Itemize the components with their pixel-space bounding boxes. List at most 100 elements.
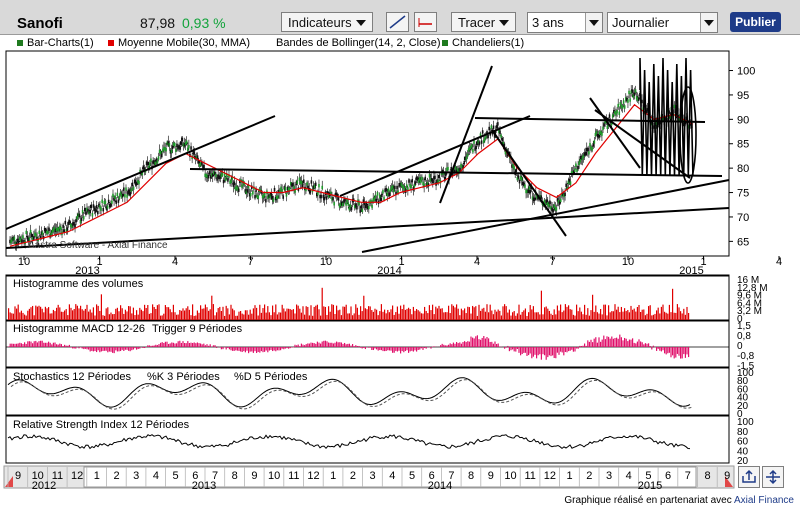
split-panel-button[interactable] [762,466,784,488]
price-bar [82,216,85,220]
macd-bar [52,342,54,347]
volume-bar [131,313,133,320]
interval-select[interactable]: Journalier [607,12,718,33]
volume-bar [388,312,390,320]
macd-bar [33,341,35,347]
macd-bar [464,341,466,347]
price-bar [413,183,416,188]
price-bar [620,104,623,108]
chevron-down-icon[interactable] [585,13,602,32]
footer-company[interactable]: Axial Finance [733,495,794,506]
price-bar [370,199,372,204]
macd-bar [430,347,432,349]
legend-item-bar-charts[interactable]: Bar-Charts(1) [17,37,94,49]
price-bar [209,175,212,179]
trendline-tool-button[interactable] [386,12,409,32]
price-bar [661,117,664,121]
macd-bar [400,347,402,354]
volume-bar [580,311,582,320]
macd-bar [36,342,38,347]
macd-bar [425,347,427,349]
navigator-year-label: 2012 [32,480,56,492]
navigator-month-label: 12 [307,470,319,482]
navigator-month-label: 9 [724,470,730,482]
price-bar [619,101,622,106]
volume-bar [244,310,246,320]
macd-bar [627,341,629,347]
navigator-month-label: 1 [330,470,336,482]
publish-button[interactable]: Publier [730,12,781,32]
macd-bar [209,344,211,347]
price-bar [46,230,48,235]
macd-bar [632,338,634,347]
price-bar [236,187,239,191]
price-bar [125,187,127,191]
price-bar [372,198,374,202]
price-bar [492,125,495,129]
volume-bar [540,290,542,320]
price-bar [383,196,385,201]
legend-item-moving-average[interactable]: Moyenne Mobile(30, MMA) [108,37,250,49]
macd-bar [564,347,566,352]
volume-bar [265,312,267,320]
volume-bar [340,315,342,320]
price-bar [615,112,617,116]
price-bar [198,163,201,167]
macd-bar [648,343,650,347]
price-bar [248,193,251,197]
indicators-button[interactable]: Indicateurs [281,12,373,32]
draw-button[interactable]: Tracer [451,12,516,32]
price-bar [646,108,649,112]
trend-line [339,115,531,197]
volume-bar [587,308,589,320]
volume-bar [376,309,378,320]
volume-bar [219,306,221,320]
volume-bar [9,312,11,320]
price-bar [154,161,157,165]
period-select[interactable]: 3 ans [527,12,603,33]
interval-value: Journalier [612,15,670,30]
macd-bar [550,347,552,357]
volume-bar [403,304,405,320]
macd-bar [678,347,680,356]
horizontal-line-tool-button[interactable] [414,12,437,32]
volume-bar [524,308,526,320]
xtick-label: 10 [320,256,332,268]
volume-bar [648,306,650,320]
trendline-icon [389,15,406,29]
price-bar [477,140,480,144]
macd-bar [548,347,550,356]
price-bar [216,177,218,181]
volume-bar [73,308,75,320]
volume-bar [500,315,502,320]
macd-bar [560,347,562,352]
legend-item-candlesticks[interactable]: Chandeliers(1) [442,37,524,49]
export-button[interactable] [738,466,760,488]
price-bar [219,175,222,179]
price-bar [289,182,292,186]
macd-bar [240,347,242,352]
chevron-down-icon[interactable] [700,13,717,32]
panel-frame-0 [5,50,730,257]
price-bar [52,228,55,232]
volume-bar [150,313,152,320]
macd-bar [459,342,461,347]
price-bar [463,160,466,165]
volume-bar [529,305,531,320]
macd-bar [324,340,326,347]
volume-bar [430,310,432,320]
price-bar [217,174,219,178]
legend-item-bollinger[interactable]: Bandes de Bollinger(14, 2, Close) [276,37,440,49]
chevron-down-icon [356,20,366,26]
volume-bar [179,309,181,320]
price-bar [98,203,100,208]
macd-bar [536,347,538,359]
price-bar [223,173,226,178]
price-bar [592,143,595,147]
macd-bar [619,334,621,347]
volume-bar [612,311,614,320]
volume-bar [604,304,606,320]
panel-frame-3 [5,367,730,416]
price-bar [414,181,417,185]
